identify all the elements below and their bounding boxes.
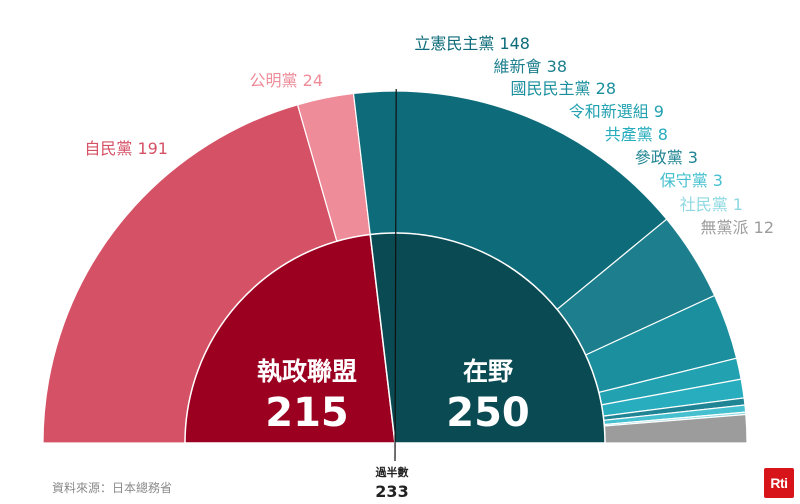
- inner-ring: [184, 232, 606, 444]
- inner-slice-0: [184, 233, 396, 444]
- party-label-8: 保守黨 3: [660, 171, 723, 190]
- party-label-2: 立憲民主黨 148: [414, 34, 530, 53]
- majority-marker: 過半數 233: [375, 88, 409, 501]
- party-label-0: 自民黨 191: [84, 139, 168, 158]
- outer-ring: [42, 90, 748, 444]
- bloc-name-0: 執政聯盟: [257, 357, 357, 386]
- rti-logo: Rti: [764, 468, 794, 498]
- source-note: 資料來源：日本總務省: [52, 481, 173, 495]
- party-label-3: 維新會 38: [494, 57, 567, 76]
- party-label-10: 無黨派 12: [701, 218, 774, 237]
- party-label-4: 國民民主黨 28: [511, 79, 616, 98]
- majority-value: 233: [375, 482, 408, 501]
- party-label-7: 參政黨 3: [635, 148, 698, 167]
- bloc-name-1: 在野: [463, 357, 513, 386]
- party-labels: 自民黨 191 公明黨 24 立憲民主黨 148 維新會 38 國民民主黨 28 令和新選…: [84, 34, 774, 237]
- inner-slice-1: [369, 232, 606, 444]
- party-label-6: 共產黨 8: [605, 125, 668, 144]
- majority-label: 過半數: [375, 465, 409, 479]
- bloc-labels: 執政聯盟 215 在野 250: [257, 357, 530, 436]
- bloc-seats-1: 250: [446, 390, 530, 436]
- party-label-1: 公明黨 24: [250, 71, 323, 90]
- bloc-seats-0: 215: [265, 390, 349, 436]
- majority-line: [394, 88, 397, 462]
- party-label-9: 社民黨 1: [680, 195, 743, 214]
- party-label-5: 令和新選組 9: [569, 102, 664, 121]
